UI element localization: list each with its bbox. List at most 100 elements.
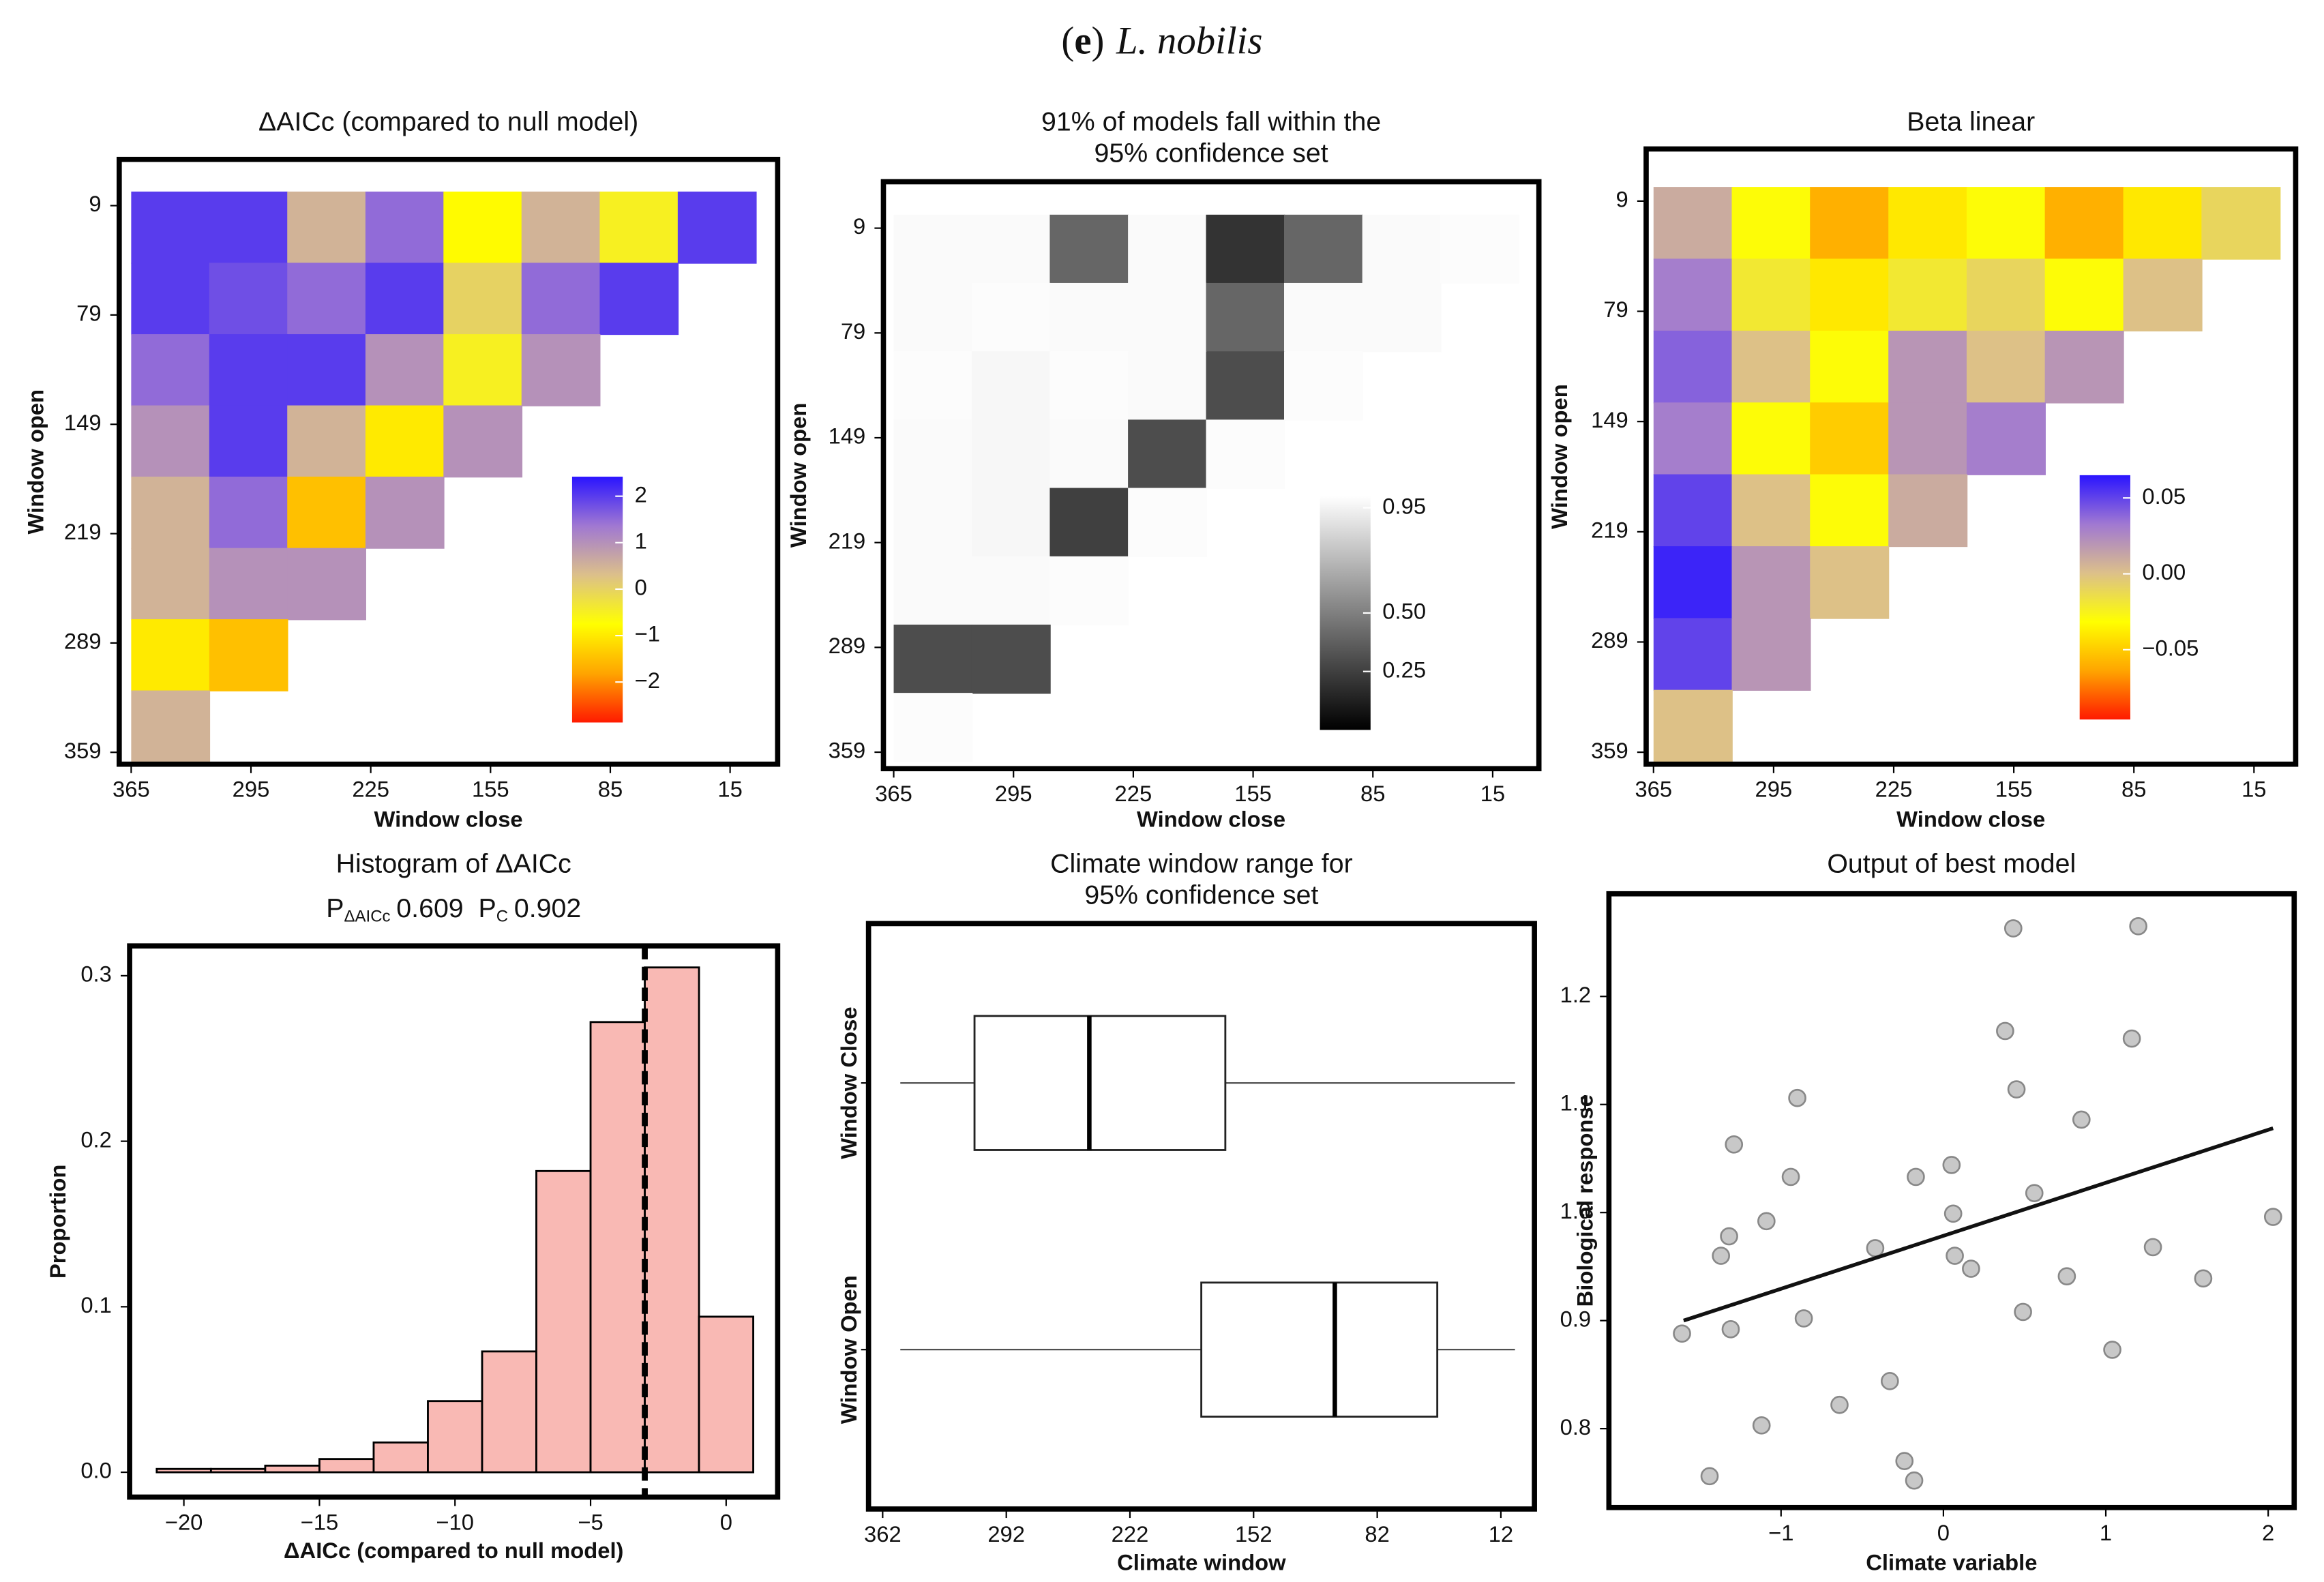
colorbar-label: 0.05 [2142, 483, 2186, 509]
y-tick-label: 219 [64, 519, 102, 544]
heat-cell [521, 334, 601, 406]
heat-cell [1653, 187, 1733, 260]
x-tick-label: 155 [1995, 777, 2033, 802]
stat-subscript: ΔAICc [344, 908, 390, 926]
heat-cell [1653, 546, 1733, 619]
heat-cell [1731, 474, 1811, 548]
heat-cell [1810, 474, 1890, 548]
heat-cell [1440, 214, 1519, 284]
heat-cell [1888, 402, 1968, 475]
x-tick-label: −20 [165, 1509, 203, 1534]
y-axis-label: Biological response [1572, 1094, 1597, 1307]
heat-cell [1128, 282, 1207, 353]
heat-cell [1049, 282, 1129, 353]
heat-cell [893, 625, 973, 694]
y-tick-label: 149 [64, 410, 102, 435]
x-tick-label: 295 [233, 777, 270, 802]
colorbar-label: 2 [635, 481, 647, 507]
x-tick-label: 15 [1480, 781, 1505, 806]
point [2129, 916, 2147, 936]
bar [318, 1458, 375, 1474]
chart-title: Beta linear [1907, 107, 2035, 137]
heat-cell [365, 191, 445, 264]
stat-symbol: P [326, 893, 344, 923]
plot-frame [1643, 146, 2299, 767]
bar [155, 1467, 212, 1474]
point [1946, 1247, 1964, 1265]
point [1905, 1471, 1924, 1490]
heat-cell [1049, 419, 1129, 489]
point [2194, 1269, 2213, 1288]
colorbar [2079, 475, 2130, 720]
heat-cell [131, 548, 211, 621]
species: L. nobilis [1116, 20, 1263, 63]
point [1781, 1167, 1800, 1186]
y-tick-label: 0.3 [80, 961, 112, 987]
heat-cell [971, 419, 1051, 489]
heat-cell [131, 476, 211, 549]
y-tick-label: 0.1 [80, 1292, 112, 1317]
heat-cell [971, 351, 1051, 421]
y-tick-label: 79 [1603, 297, 1628, 322]
x-tick-label: 12 [1489, 1521, 1513, 1547]
fit-line [1683, 1126, 2274, 1323]
point [1788, 1088, 1806, 1107]
heat-cell [131, 191, 211, 264]
y-tick-label: Window Close [836, 1006, 861, 1159]
heat-cell [893, 214, 973, 284]
box [1200, 1281, 1439, 1418]
y-tick-label: 359 [1591, 738, 1628, 763]
heat-cell [599, 191, 679, 264]
colorbar [1320, 496, 1371, 730]
heat-cell [1206, 351, 1285, 421]
point [2072, 1110, 2091, 1129]
heat-cell [209, 334, 288, 406]
heat-cell [1206, 282, 1285, 353]
heat-cell [2044, 330, 2124, 404]
point [2025, 1184, 2044, 1202]
y-tick-label: 9 [1616, 187, 1628, 212]
heat-cell [1731, 546, 1811, 619]
point [2007, 1080, 2026, 1099]
plot-frame [1606, 891, 2297, 1510]
heat-cell [1731, 330, 1811, 404]
point [2263, 1208, 2282, 1226]
colorbar-label: 0.95 [1382, 493, 1426, 518]
y-tick-label: 9 [853, 213, 865, 239]
heat-cell [131, 263, 211, 335]
y-tick-label: 219 [1591, 517, 1628, 542]
heat-cell [1966, 330, 2046, 404]
stat-subscript: C [496, 908, 508, 926]
heat-cell [365, 334, 445, 406]
x-axis-label: Climate variable [1866, 1549, 2037, 1574]
heat-cell [1888, 187, 1968, 260]
point [1752, 1416, 1771, 1435]
heat-cell [893, 282, 973, 353]
heat-cell [1049, 351, 1129, 421]
x-tick-label: 225 [1875, 777, 1913, 802]
heat-cell [1966, 187, 2046, 260]
heat-cell [1362, 282, 1442, 353]
heat-cell [1888, 474, 1968, 548]
x-tick-label: 1 [2100, 1520, 2112, 1545]
heat-cell [677, 191, 757, 264]
x-tick-label: 225 [352, 777, 389, 802]
point [1962, 1259, 1980, 1278]
y-tick-label: 0.0 [80, 1458, 112, 1483]
y-axis-label: Window open [1547, 384, 1572, 529]
x-tick-label: 365 [113, 777, 150, 802]
x-tick-label: 155 [1234, 781, 1272, 806]
heat-cell [1128, 419, 1207, 489]
title-part: ) [1092, 20, 1105, 63]
point [1942, 1156, 1961, 1174]
y-tick-label: 0.2 [80, 1126, 112, 1152]
x-tick-label: 292 [987, 1521, 1025, 1547]
heat-cell [443, 405, 523, 478]
title-part: ( [1061, 20, 1074, 63]
point [1725, 1135, 1744, 1154]
x-axis-label: Window close [1137, 806, 1285, 831]
colorbar-label: −0.05 [2142, 635, 2199, 660]
heat-cell [971, 488, 1051, 557]
heat-cell [287, 191, 366, 264]
